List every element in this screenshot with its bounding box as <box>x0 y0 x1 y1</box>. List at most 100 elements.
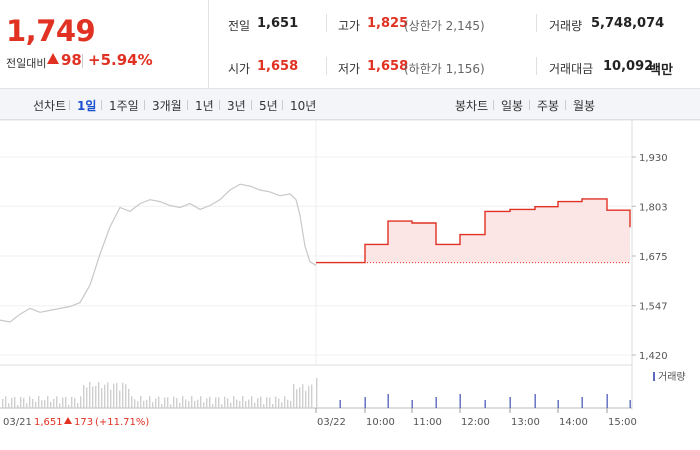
prev-day-change: 173 <box>74 417 93 428</box>
high-label: 고가 <box>338 19 361 33</box>
x-axis-ticks: 03/22 10:00 11:00 12:00 13:00 14:00 15:00 <box>315 408 637 428</box>
open-value: 1,658 <box>257 59 299 74</box>
volume-bar <box>245 401 247 408</box>
volume-bar <box>122 382 124 408</box>
volume-bar <box>113 383 115 408</box>
x-tick-label: 12:00 <box>461 417 490 428</box>
volume-bar <box>83 385 85 408</box>
volume-bar <box>233 396 235 408</box>
volume-bar <box>128 388 130 408</box>
volume-bar <box>227 398 229 408</box>
volume-bar <box>158 396 160 408</box>
volume-bar <box>299 387 301 408</box>
volume-bar <box>272 404 274 408</box>
divider <box>251 100 252 110</box>
period-1w[interactable]: 1주일 <box>109 99 139 113</box>
volume-bar <box>260 396 262 408</box>
volume-bar <box>41 400 43 408</box>
volume-bar <box>143 400 145 408</box>
volume-bar <box>284 396 286 408</box>
volume-bar <box>629 400 631 408</box>
divider <box>69 100 70 110</box>
prev-close-label: 전일 <box>228 19 251 33</box>
current-price: 1,749 <box>6 14 96 48</box>
divider <box>326 14 327 32</box>
volume-bar <box>251 396 253 408</box>
volume-bar <box>534 394 536 408</box>
volume-bar <box>86 387 88 408</box>
volume-bar <box>224 396 226 408</box>
volume-bar <box>278 398 280 408</box>
upper-limit: (상한가 2,145) <box>404 19 485 33</box>
volume-bar <box>62 397 64 408</box>
volume-bar <box>98 382 100 408</box>
volume-bar <box>35 401 37 408</box>
prev-day-line <box>0 183 317 323</box>
divider <box>565 100 566 110</box>
period-3y[interactable]: 3년 <box>227 99 246 113</box>
volume-label: 거래량 <box>549 19 583 33</box>
volume-bar <box>269 397 271 408</box>
grid-lines <box>0 156 632 356</box>
y-tick-label: 1,547 <box>639 302 668 313</box>
period-10y[interactable]: 10년 <box>290 99 317 113</box>
volume-bar <box>20 396 22 408</box>
volume-bar <box>239 400 241 408</box>
volume-bar <box>140 396 142 408</box>
candle-weekly[interactable]: 주봉 <box>537 99 560 113</box>
prev-day-close: 1,651 <box>34 417 63 428</box>
volume-bar <box>293 384 295 408</box>
high-value: 1,825 <box>367 16 409 31</box>
volume-bar <box>191 396 193 408</box>
volume-bar <box>8 403 10 408</box>
divider <box>326 57 327 75</box>
volume-bar <box>101 388 103 408</box>
volume-bar <box>32 399 34 408</box>
prev-day-date: 03/21 <box>3 417 32 428</box>
x-tick-label: 03/22 <box>317 417 346 428</box>
y-tick-label: 1,930 <box>639 153 668 164</box>
today-volume-bars <box>316 378 631 408</box>
volume-bar <box>125 384 127 408</box>
price-chart[interactable]: 1,930 1,803 1,675 1,547 1,420 03/22 10:00 11:0… <box>0 120 700 450</box>
volume-bar <box>215 397 217 408</box>
volume-bar <box>68 404 70 408</box>
volume-bar <box>29 396 31 408</box>
volume-bar <box>188 401 190 408</box>
volume-bar <box>200 396 202 408</box>
volume-bar <box>257 398 259 408</box>
volume-bar <box>149 396 151 408</box>
volume-bar <box>230 402 232 408</box>
candle-monthly[interactable]: 월봉 <box>573 99 596 113</box>
volume-bar <box>2 398 4 408</box>
volume-bar <box>296 389 298 408</box>
volume-bar <box>47 396 49 408</box>
volume-bar <box>212 404 214 408</box>
volume-bar <box>459 394 461 408</box>
prev-close-value: 1,651 <box>257 16 299 31</box>
volume-bar <box>316 378 318 408</box>
volume-bar <box>71 396 73 408</box>
today-area-fill <box>316 198 630 263</box>
period-5y[interactable]: 5년 <box>259 99 278 113</box>
candle-daily[interactable]: 일봉 <box>501 99 524 113</box>
period-1y[interactable]: 1년 <box>195 99 214 113</box>
chart-period-bar: 선차트 1일 1주일 3개월 1년 3년 5년 10년 봉차트 일봉 주봉 월봉 <box>0 89 700 120</box>
volume-bar <box>185 399 187 408</box>
period-1d[interactable]: 1일 <box>77 99 97 113</box>
divider <box>282 100 283 110</box>
period-3m[interactable]: 3개월 <box>152 99 182 113</box>
volume-bar <box>387 394 389 408</box>
volume-bar <box>308 386 310 408</box>
volume-bar <box>606 394 608 408</box>
price-box: 1,749 전일대비 98 +5.94% <box>0 0 209 88</box>
change-divider <box>82 54 83 68</box>
volume-bar <box>17 404 19 408</box>
volume-bar <box>44 400 46 408</box>
volume-value: 5,748,074 <box>591 16 665 31</box>
volume-bar <box>509 397 511 408</box>
y-tick-label: 1,803 <box>639 202 668 213</box>
y-axis-ticks: 1,930 1,803 1,675 1,547 1,420 <box>632 153 668 362</box>
volume-bar <box>155 398 157 408</box>
volume-bar <box>581 397 583 408</box>
